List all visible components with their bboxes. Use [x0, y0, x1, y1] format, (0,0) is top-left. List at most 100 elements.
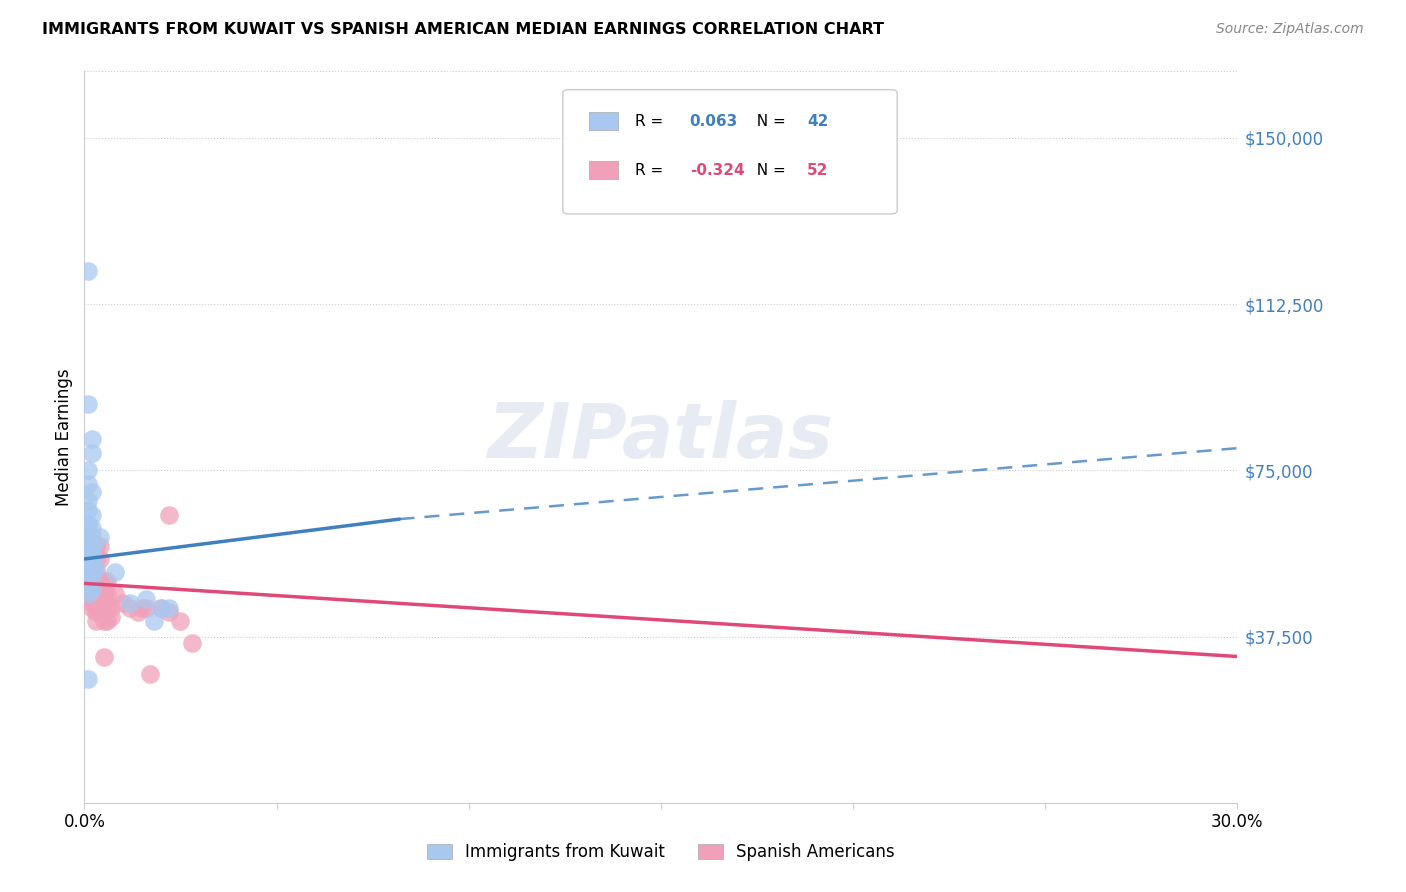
Point	[77, 525, 100, 540]
Point	[127, 605, 149, 619]
Point	[111, 596, 134, 610]
Point	[77, 530, 100, 544]
Point	[80, 557, 103, 571]
Point	[157, 605, 180, 619]
Point	[169, 614, 191, 628]
Point	[93, 587, 115, 601]
Point	[80, 445, 103, 459]
Point	[89, 587, 111, 601]
Point	[84, 574, 107, 589]
Point	[77, 476, 100, 491]
Point	[120, 596, 142, 610]
Point	[96, 600, 118, 615]
Point	[96, 614, 118, 628]
Point	[77, 543, 100, 558]
Point	[77, 516, 100, 531]
Text: Source: ZipAtlas.com: Source: ZipAtlas.com	[1216, 22, 1364, 37]
Point	[77, 570, 100, 584]
Point	[80, 582, 103, 597]
Point	[80, 600, 103, 615]
Point	[80, 566, 103, 580]
FancyBboxPatch shape	[562, 90, 897, 214]
Point	[80, 591, 103, 606]
Point	[77, 503, 100, 517]
FancyBboxPatch shape	[589, 112, 619, 130]
Point	[77, 574, 100, 589]
Point	[84, 552, 107, 566]
Point	[77, 397, 100, 411]
Point	[77, 582, 100, 597]
Point	[89, 605, 111, 619]
Text: -0.324: -0.324	[690, 162, 744, 178]
Point	[142, 614, 165, 628]
Point	[89, 530, 111, 544]
Point	[138, 667, 160, 681]
Text: R =: R =	[636, 113, 669, 128]
Text: 0.063: 0.063	[690, 113, 738, 128]
Point	[100, 609, 122, 624]
Point	[77, 494, 100, 508]
Point	[104, 566, 127, 580]
Point	[100, 600, 122, 615]
Point	[77, 566, 100, 580]
Point	[80, 596, 103, 610]
Text: IMMIGRANTS FROM KUWAIT VS SPANISH AMERICAN MEDIAN EARNINGS CORRELATION CHART: IMMIGRANTS FROM KUWAIT VS SPANISH AMERIC…	[42, 22, 884, 37]
Point	[80, 570, 103, 584]
Point	[157, 600, 180, 615]
Point	[80, 582, 103, 597]
Point	[89, 552, 111, 566]
Point	[96, 574, 118, 589]
Point	[77, 548, 100, 562]
Point	[77, 530, 100, 544]
Y-axis label: Median Earnings: Median Earnings	[55, 368, 73, 506]
Point	[84, 587, 107, 601]
Point	[104, 587, 127, 601]
Point	[84, 596, 107, 610]
Point	[84, 614, 107, 628]
Text: 52: 52	[807, 162, 828, 178]
Point	[80, 574, 103, 589]
Point	[80, 548, 103, 562]
Point	[77, 574, 100, 589]
Point	[89, 574, 111, 589]
Point	[77, 578, 100, 592]
Point	[77, 557, 100, 571]
Point	[84, 539, 107, 553]
Point	[80, 552, 103, 566]
Text: ZIPatlas: ZIPatlas	[488, 401, 834, 474]
Point	[77, 521, 100, 535]
Point	[93, 574, 115, 589]
Point	[84, 605, 107, 619]
Text: 42: 42	[807, 113, 828, 128]
Point	[80, 530, 103, 544]
Point	[84, 566, 107, 580]
Point	[77, 587, 100, 601]
Point	[80, 539, 103, 553]
Point	[181, 636, 204, 650]
Point	[80, 548, 103, 562]
Point	[77, 264, 100, 278]
Point	[80, 539, 103, 553]
Point	[77, 463, 100, 477]
Point	[80, 485, 103, 500]
Text: N =: N =	[748, 113, 792, 128]
Point	[96, 587, 118, 601]
Point	[93, 649, 115, 664]
Point	[135, 600, 157, 615]
Point	[135, 591, 157, 606]
Point	[77, 552, 100, 566]
Point	[80, 543, 103, 558]
Point	[93, 614, 115, 628]
Point	[77, 534, 100, 549]
Point	[131, 600, 153, 615]
FancyBboxPatch shape	[589, 161, 619, 179]
Point	[93, 596, 115, 610]
Point	[150, 600, 173, 615]
Point	[150, 600, 173, 615]
Point	[157, 508, 180, 522]
Point	[80, 432, 103, 446]
Text: N =: N =	[748, 162, 792, 178]
Point	[93, 605, 115, 619]
Point	[77, 548, 100, 562]
Point	[77, 672, 100, 686]
